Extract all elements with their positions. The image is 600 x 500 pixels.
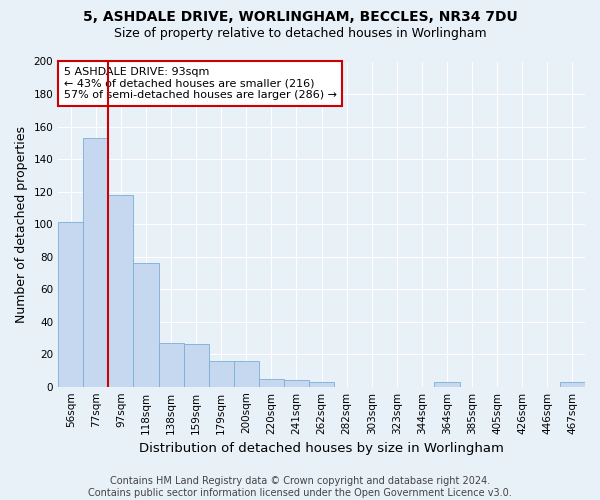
- Bar: [184, 344, 209, 387]
- Bar: [133, 263, 158, 386]
- Bar: [83, 138, 109, 386]
- Bar: [434, 382, 460, 386]
- Bar: [284, 380, 309, 386]
- Bar: [309, 382, 334, 386]
- Text: 5 ASHDALE DRIVE: 93sqm
← 43% of detached houses are smaller (216)
57% of semi-de: 5 ASHDALE DRIVE: 93sqm ← 43% of detached…: [64, 67, 337, 100]
- X-axis label: Distribution of detached houses by size in Worlingham: Distribution of detached houses by size …: [139, 442, 504, 455]
- Bar: [259, 378, 284, 386]
- Bar: [109, 195, 133, 386]
- Bar: [560, 382, 585, 386]
- Bar: [209, 360, 234, 386]
- Bar: [58, 222, 83, 386]
- Text: Size of property relative to detached houses in Worlingham: Size of property relative to detached ho…: [113, 28, 487, 40]
- Text: 5, ASHDALE DRIVE, WORLINGHAM, BECCLES, NR34 7DU: 5, ASHDALE DRIVE, WORLINGHAM, BECCLES, N…: [83, 10, 517, 24]
- Text: Contains HM Land Registry data © Crown copyright and database right 2024.
Contai: Contains HM Land Registry data © Crown c…: [88, 476, 512, 498]
- Bar: [234, 360, 259, 386]
- Bar: [158, 343, 184, 386]
- Y-axis label: Number of detached properties: Number of detached properties: [15, 126, 28, 322]
